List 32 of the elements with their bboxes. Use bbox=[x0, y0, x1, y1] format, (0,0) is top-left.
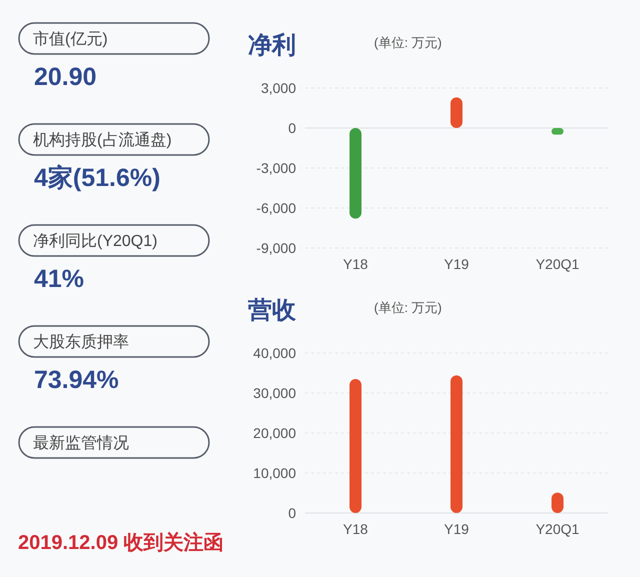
x-tick-label: Y19 bbox=[444, 256, 470, 272]
bar bbox=[450, 375, 462, 513]
chart-title: 净利 bbox=[248, 32, 296, 59]
y-tick-label: 40,000 bbox=[253, 345, 296, 361]
text: 41% bbox=[34, 265, 84, 293]
y-tick-label: 0 bbox=[288, 120, 296, 136]
bar bbox=[350, 379, 362, 513]
y-tick-label: 20,000 bbox=[253, 425, 296, 441]
chart-title: 营收 bbox=[247, 297, 297, 324]
text: 2019.12.09 收到关注函 bbox=[18, 531, 224, 554]
x-tick-label: Y20Q1 bbox=[536, 521, 580, 537]
text: 4家(51.6%) bbox=[34, 164, 160, 192]
x-tick-label: Y18 bbox=[343, 256, 368, 272]
x-tick-label: Y19 bbox=[444, 521, 470, 537]
y-tick-label: 10,000 bbox=[253, 465, 296, 481]
text: 73.94% bbox=[34, 366, 119, 394]
text: 净利同比(Y20Q1) bbox=[33, 232, 158, 250]
text: 大股东质押率 bbox=[33, 333, 129, 351]
y-tick-label: -9,000 bbox=[256, 240, 296, 256]
y-tick-label: 3,000 bbox=[260, 80, 296, 96]
y-tick-label: 0 bbox=[288, 505, 296, 521]
text: 机构持股(占流通盘) bbox=[33, 131, 172, 149]
y-tick-label: -3,000 bbox=[256, 160, 296, 176]
chart-subtitle: (单位: 万元) bbox=[374, 300, 442, 315]
text: 最新监管情况 bbox=[33, 434, 129, 452]
y-tick-label: 30,000 bbox=[253, 385, 296, 401]
text: 20.90 bbox=[34, 63, 97, 91]
chart-subtitle: (单位: 万元) bbox=[374, 35, 442, 50]
y-tick-label: -6,000 bbox=[256, 200, 296, 216]
x-tick-label: Y20Q1 bbox=[536, 256, 580, 272]
x-tick-label: Y18 bbox=[343, 521, 368, 537]
text: 市值(亿元) bbox=[33, 30, 108, 48]
